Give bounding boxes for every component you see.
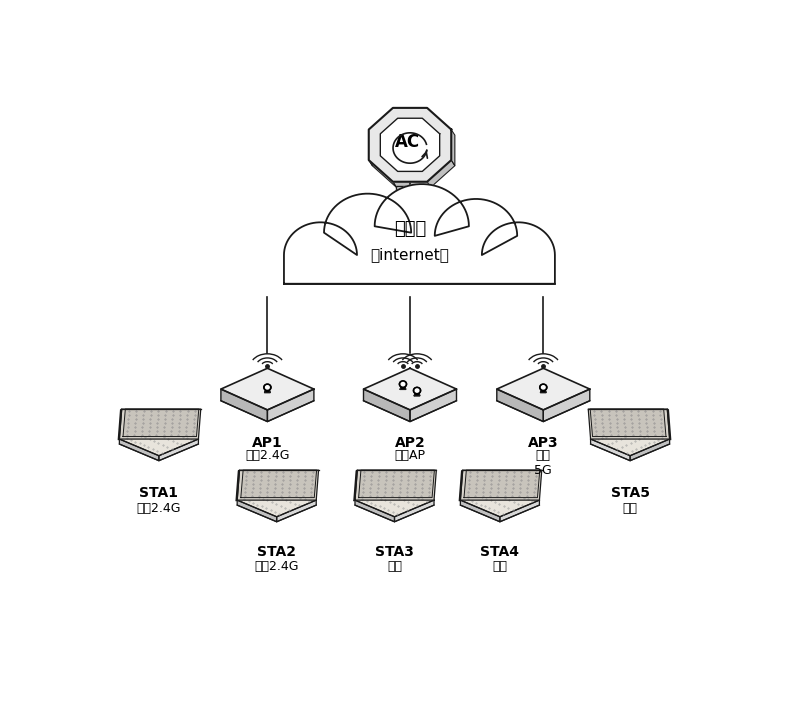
Polygon shape <box>285 252 554 283</box>
Polygon shape <box>265 389 270 393</box>
Polygon shape <box>459 470 462 501</box>
Polygon shape <box>355 500 394 522</box>
Polygon shape <box>541 389 546 393</box>
Text: 双频: 双频 <box>622 502 638 515</box>
Text: STA1: STA1 <box>139 486 178 500</box>
Polygon shape <box>355 470 436 500</box>
FancyBboxPatch shape <box>396 186 424 192</box>
Polygon shape <box>588 409 670 439</box>
Text: STA2: STA2 <box>258 544 296 559</box>
Text: 单频2.4G: 单频2.4G <box>254 560 299 573</box>
Text: STA4: STA4 <box>480 544 519 559</box>
Polygon shape <box>119 409 201 439</box>
Text: 双频: 双频 <box>387 560 402 573</box>
Polygon shape <box>369 160 397 187</box>
Text: 双频AP: 双频AP <box>394 449 426 462</box>
Polygon shape <box>414 392 420 396</box>
Polygon shape <box>354 470 358 501</box>
Polygon shape <box>369 130 372 166</box>
Polygon shape <box>237 470 318 500</box>
Polygon shape <box>393 182 430 187</box>
Polygon shape <box>236 470 239 501</box>
Polygon shape <box>497 389 543 422</box>
Polygon shape <box>460 484 539 517</box>
Circle shape <box>399 381 406 387</box>
Polygon shape <box>118 409 122 440</box>
Polygon shape <box>267 389 314 422</box>
Polygon shape <box>277 500 316 522</box>
Polygon shape <box>372 113 455 187</box>
Text: 双频: 双频 <box>493 560 507 573</box>
Circle shape <box>401 383 405 386</box>
Text: 单频2.4G: 单频2.4G <box>137 502 181 515</box>
Polygon shape <box>241 470 317 497</box>
Polygon shape <box>590 439 630 461</box>
Polygon shape <box>380 118 440 172</box>
Polygon shape <box>284 184 555 284</box>
Polygon shape <box>460 500 500 522</box>
Polygon shape <box>123 409 198 436</box>
Polygon shape <box>237 484 316 517</box>
Polygon shape <box>119 439 159 461</box>
Polygon shape <box>497 368 590 410</box>
Text: AP1: AP1 <box>252 436 282 451</box>
Polygon shape <box>630 439 670 461</box>
Text: STA5: STA5 <box>610 486 650 500</box>
Polygon shape <box>369 108 451 182</box>
Circle shape <box>414 387 421 394</box>
Polygon shape <box>460 470 542 500</box>
Polygon shape <box>410 389 457 422</box>
Circle shape <box>415 389 419 392</box>
Polygon shape <box>119 423 198 456</box>
Polygon shape <box>394 500 434 522</box>
Text: 单频2.4G: 单频2.4G <box>245 449 290 462</box>
Polygon shape <box>543 389 590 422</box>
Polygon shape <box>451 130 455 166</box>
Polygon shape <box>464 470 540 497</box>
Polygon shape <box>590 409 666 436</box>
Text: AP3: AP3 <box>528 436 558 451</box>
Polygon shape <box>363 389 410 422</box>
Polygon shape <box>355 484 434 517</box>
Polygon shape <box>221 389 267 422</box>
Circle shape <box>542 386 545 389</box>
Polygon shape <box>427 160 455 187</box>
Circle shape <box>264 384 271 391</box>
Text: （internet）: （internet） <box>370 247 450 262</box>
Text: AP2: AP2 <box>394 436 426 451</box>
Polygon shape <box>221 368 314 410</box>
Text: 单频
5G: 单频 5G <box>534 449 552 477</box>
Polygon shape <box>667 409 670 440</box>
Polygon shape <box>159 439 198 461</box>
Polygon shape <box>358 470 434 497</box>
Polygon shape <box>363 368 457 410</box>
Text: 因特网: 因特网 <box>394 221 426 239</box>
Circle shape <box>540 384 547 391</box>
Text: AC: AC <box>395 133 420 151</box>
Polygon shape <box>590 423 670 456</box>
Polygon shape <box>400 385 406 389</box>
Polygon shape <box>237 500 277 522</box>
Text: STA3: STA3 <box>375 544 414 559</box>
Circle shape <box>266 386 270 389</box>
Polygon shape <box>500 500 539 522</box>
